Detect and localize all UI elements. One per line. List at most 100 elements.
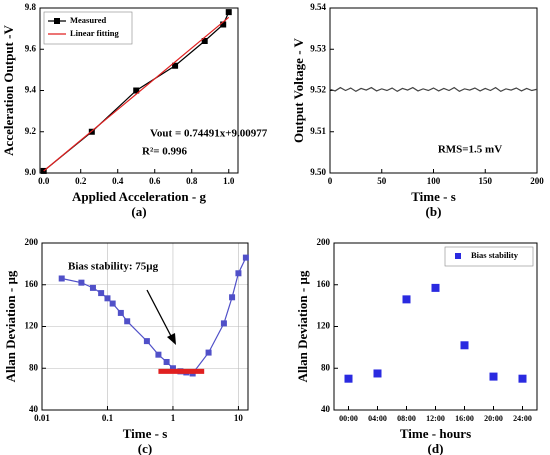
x-tick-label: 100 xyxy=(427,176,441,186)
data-marker xyxy=(225,9,232,16)
x-tick-label: 1.0 xyxy=(223,176,235,186)
y-tick-label: 160 xyxy=(317,279,331,289)
y-tick-label: 9.51 xyxy=(310,126,326,136)
x-tick-label: 0.1 xyxy=(102,413,114,423)
x-tick-label: 24:00 xyxy=(513,414,532,423)
y-tick-label: 9.54 xyxy=(310,2,326,12)
x-tick-label: 12:00 xyxy=(426,414,445,423)
data-marker xyxy=(89,284,96,291)
data-marker xyxy=(373,369,382,378)
legend-label: Bias stability xyxy=(471,250,519,260)
x-tick-label: 200 xyxy=(530,176,544,186)
data-marker xyxy=(220,21,227,28)
y-tick-label: 9.4 xyxy=(25,85,37,95)
y-tick-label: 40 xyxy=(321,404,331,414)
data-marker xyxy=(172,62,179,69)
caption: (d) xyxy=(428,441,444,455)
plot-frame xyxy=(39,7,239,174)
data-line xyxy=(43,16,230,172)
data-marker xyxy=(78,279,85,286)
annotation: RMS=1.5 mV xyxy=(438,144,502,156)
y-tick-label: 9.0 xyxy=(25,167,37,177)
y-axis-label: Allan Deviation - µg xyxy=(295,270,310,382)
y-tick-label: 9.6 xyxy=(25,43,37,53)
plot-frame xyxy=(333,242,538,411)
x-tick-label: 08:00 xyxy=(397,414,416,423)
x-tick-label: 16:00 xyxy=(455,414,474,423)
y-axis-label: Output Voltage - V xyxy=(291,37,306,142)
data-marker xyxy=(98,290,105,297)
x-tick-label: 0.4 xyxy=(112,176,124,186)
caption: (c) xyxy=(138,441,152,455)
y-tick-label: 9.53 xyxy=(310,43,326,53)
x-tick-label: 04:00 xyxy=(368,414,387,423)
data-marker xyxy=(133,87,140,94)
data-marker xyxy=(431,283,440,292)
data-marker xyxy=(518,374,527,383)
arrow xyxy=(146,289,173,339)
plot-frame xyxy=(329,7,538,174)
data-line xyxy=(61,257,247,375)
x-tick-label: 150 xyxy=(479,176,493,186)
data-marker xyxy=(235,270,242,277)
data-line xyxy=(329,86,538,93)
legend-marker xyxy=(455,253,461,259)
x-tick-label: 0.8 xyxy=(186,176,198,186)
x-tick-label: 0 xyxy=(328,176,333,186)
x-tick-label: 1 xyxy=(171,413,176,423)
y-tick-label: 80 xyxy=(321,362,331,372)
data-marker xyxy=(489,372,498,381)
annotation: R²= 0.996 xyxy=(142,146,188,158)
y-tick-label: 9.50 xyxy=(310,167,326,177)
y-tick-label: 200 xyxy=(317,237,331,247)
data-marker xyxy=(220,320,227,327)
y-tick-label: 160 xyxy=(25,279,39,289)
arrow-head xyxy=(167,333,176,345)
data-marker xyxy=(104,295,111,302)
y-tick-label: 9.2 xyxy=(25,126,37,136)
data-marker xyxy=(109,300,116,307)
x-axis-label: Time - s xyxy=(411,189,456,204)
x-tick-label: 50 xyxy=(377,176,387,186)
y-tick-label: 9.52 xyxy=(310,85,326,95)
x-tick-label: 0.01 xyxy=(34,413,50,423)
plot-frame xyxy=(41,242,249,411)
x-tick-label: 10 xyxy=(234,413,244,423)
y-tick-label: 80 xyxy=(29,362,39,372)
data-marker xyxy=(242,254,249,261)
y-tick-label: 120 xyxy=(25,321,39,331)
data-marker xyxy=(169,365,176,372)
x-tick-label: 20:00 xyxy=(484,414,503,423)
y-axis-label: Allan Deviation - µg xyxy=(3,270,18,382)
y-axis-label: Acceleration Output -V xyxy=(1,25,16,156)
caption: (a) xyxy=(131,204,146,219)
caption: (b) xyxy=(426,204,442,219)
data-marker xyxy=(344,374,353,383)
x-axis-label: Applied Acceleration - g xyxy=(72,189,206,204)
y-tick-label: 120 xyxy=(317,321,331,331)
x-axis-label: Time - s xyxy=(123,426,168,441)
data-marker xyxy=(143,338,150,345)
data-marker xyxy=(402,295,411,304)
data-marker xyxy=(117,309,124,316)
data-marker xyxy=(124,318,131,325)
x-tick-label: 0.2 xyxy=(75,176,87,186)
legend-label: Linear fitting xyxy=(70,28,119,38)
y-tick-label: 9.8 xyxy=(25,2,37,12)
data-marker xyxy=(460,341,469,350)
x-tick-label: 0.6 xyxy=(149,176,161,186)
legend-box xyxy=(43,11,133,45)
annotation: Vout = 0.74491x+9.00977 xyxy=(150,128,268,140)
data-marker xyxy=(201,38,208,44)
legend-marker xyxy=(54,18,60,24)
data-marker xyxy=(205,349,212,356)
data-marker xyxy=(155,351,162,358)
y-tick-label: 200 xyxy=(25,237,39,247)
x-tick-label: 00:00 xyxy=(339,414,358,423)
legend-box xyxy=(444,246,534,267)
x-tick-label: 0.0 xyxy=(38,176,50,186)
data-marker xyxy=(58,275,65,282)
legend-label: Measured xyxy=(70,15,106,25)
annotation: Bias stability: 75µg xyxy=(68,261,159,273)
